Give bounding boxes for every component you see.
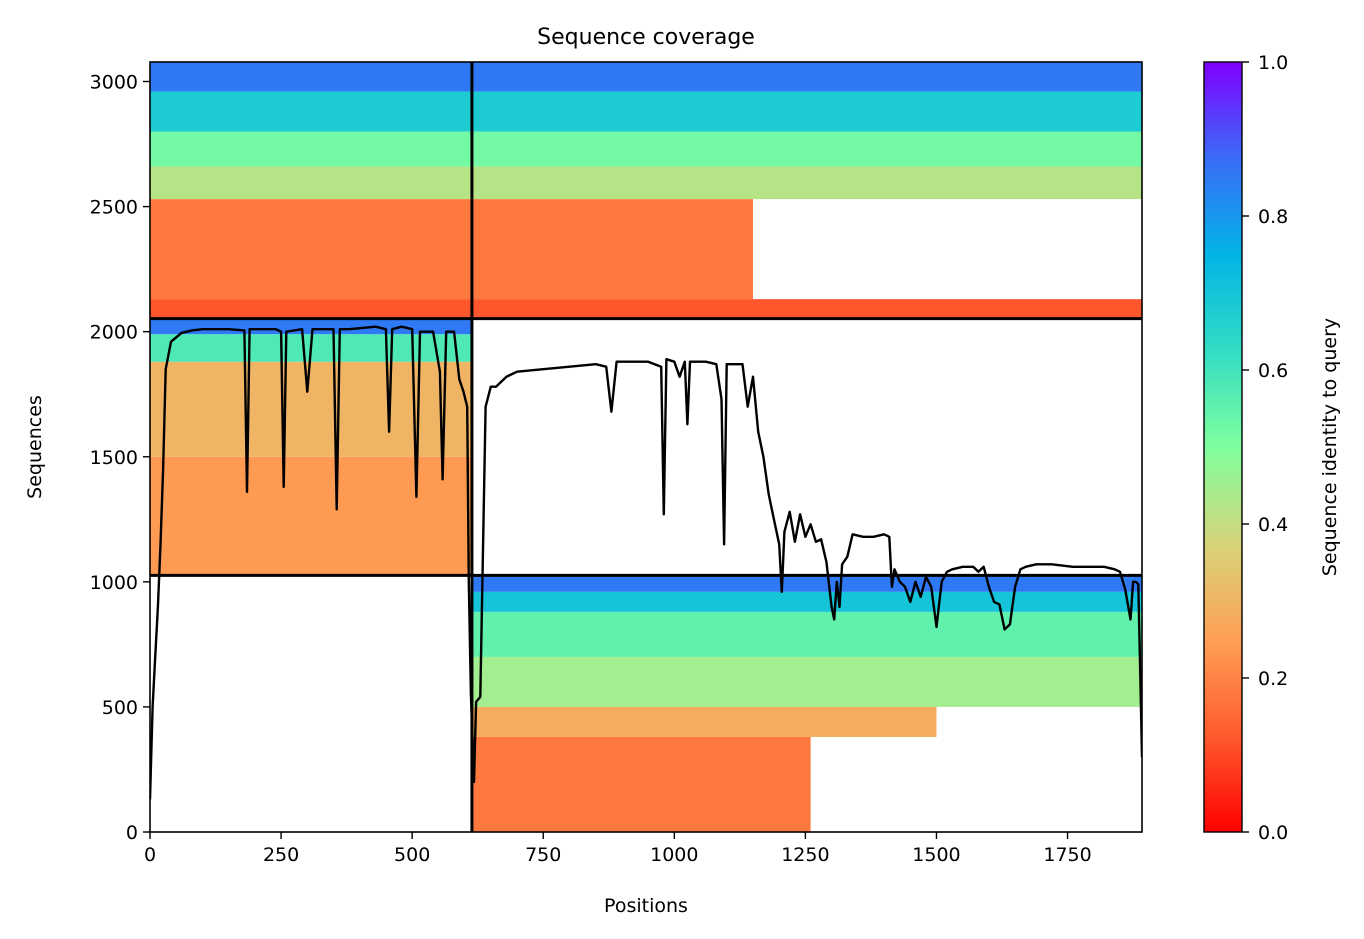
colorbar-tick-label: 0.4 <box>1258 514 1288 536</box>
heatmap-band-top <box>150 166 1142 200</box>
colorbar-ticks: 0.0 0.2 0.4 0.6 0.8 1.0 <box>1242 52 1288 844</box>
x-tick-label: 1500 <box>912 844 960 866</box>
y-tick-label: 2000 <box>90 322 138 344</box>
heatmap-band-bottom <box>471 736 811 832</box>
x-axis: 0 250 500 750 1000 1250 1500 1750 <box>144 832 1092 866</box>
colorbar-tick-label: 1.0 <box>1258 52 1288 74</box>
colorbar-tick-label: 0.6 <box>1258 360 1288 382</box>
y-tick-label: 0 <box>126 822 138 844</box>
y-tick-label: 3000 <box>90 72 138 94</box>
x-axis-label: Positions <box>604 895 688 917</box>
heatmap-band-middle <box>150 456 472 576</box>
x-tick-label: 1750 <box>1043 844 1091 866</box>
y-tick-label: 2500 <box>90 197 138 219</box>
heatmap-band-middle <box>150 361 472 457</box>
heatmap-band-top <box>150 299 1142 319</box>
x-tick-label: 500 <box>394 844 430 866</box>
heatmap-band-bottom <box>471 656 1142 707</box>
colorbar-tick-label: 0.0 <box>1258 822 1288 844</box>
x-tick-label: 0 <box>144 844 156 866</box>
x-tick-label: 1000 <box>650 844 698 866</box>
heatmap-band-top <box>150 199 753 300</box>
heatmap-band-top <box>150 62 1142 92</box>
colorbar-label: Sequence identity to query <box>1319 318 1341 576</box>
coverage-heatmap <box>150 62 1142 832</box>
heatmap-band-bottom <box>471 575 1142 592</box>
heatmap-band-bottom <box>471 591 1142 612</box>
plot-frame <box>149 61 1143 833</box>
coverage-line-layer <box>150 325 1142 800</box>
colorbar <box>1203 61 1243 833</box>
x-tick-label: 750 <box>525 844 561 866</box>
x-tick-label: 250 <box>263 844 299 866</box>
heatmap-band-bottom <box>471 611 1142 657</box>
chart-title: Sequence coverage <box>537 25 755 50</box>
y-tick-label: 1000 <box>90 572 138 594</box>
heatmap-band-top <box>150 91 1142 132</box>
coverage-line <box>150 325 1142 800</box>
y-tick-label: 500 <box>102 697 138 719</box>
y-axis: 0 500 1000 1500 2000 2500 3000 <box>90 72 150 844</box>
heatmap-band-bottom <box>471 706 937 737</box>
x-tick-label: 1250 <box>781 844 829 866</box>
colorbar-tick-label: 0.2 <box>1258 668 1288 690</box>
colorbar-tick-label: 0.8 <box>1258 206 1288 228</box>
y-tick-label: 1500 <box>90 447 138 469</box>
heatmap-band-top <box>150 131 1142 167</box>
y-axis-label: Sequences <box>24 395 46 499</box>
